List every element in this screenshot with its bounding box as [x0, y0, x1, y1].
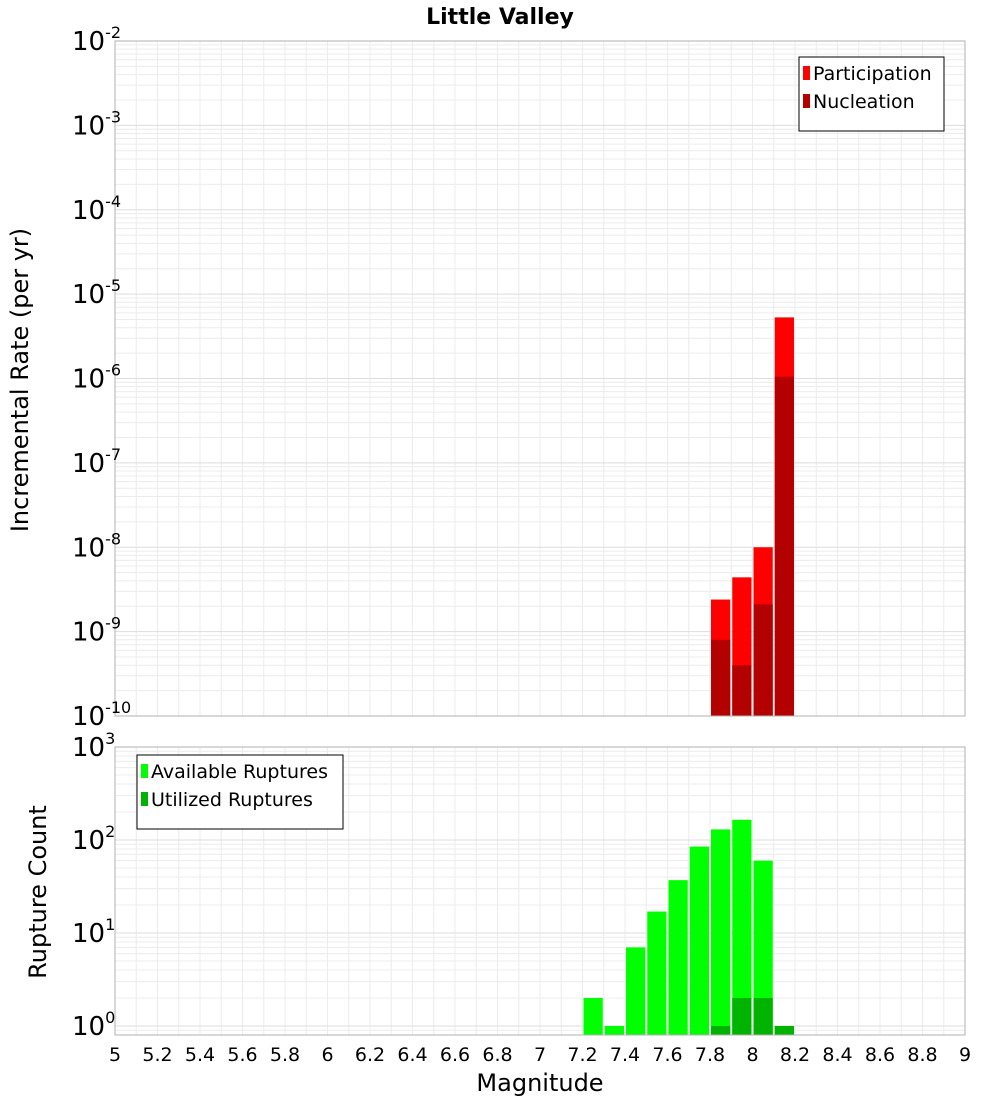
y-tick-label: 10-6	[72, 361, 121, 395]
y-tick-label: 10-9	[72, 614, 121, 648]
y-tick-label: 102	[72, 822, 115, 856]
y-tick-label: 10-5	[72, 276, 121, 310]
x-tick-label: 5.2	[142, 1044, 172, 1066]
legend-swatch	[803, 66, 810, 80]
x-tick-label: 6.4	[397, 1044, 427, 1066]
top-y-axis-label: Incremental Rate (per yr)	[6, 228, 34, 532]
bar	[626, 947, 646, 1035]
bottom-legend: Available Ruptures Utilized Ruptures	[136, 754, 344, 830]
legend-swatch	[141, 792, 148, 806]
bar	[604, 1025, 624, 1035]
y-tick-label: 10-2	[72, 23, 121, 57]
top-legend: Participation Nucleation	[798, 56, 945, 132]
x-tick-label: 8.8	[907, 1044, 937, 1066]
bottom-series-1	[711, 997, 794, 1035]
x-tick-label: 6.8	[482, 1044, 512, 1066]
legend-label: Available Ruptures	[151, 761, 328, 783]
y-tick-label: 103	[72, 729, 115, 763]
bar	[774, 1025, 794, 1035]
x-tick-label: 7.2	[567, 1044, 597, 1066]
x-tick-label: 9	[959, 1044, 971, 1066]
x-tick-label: 5	[109, 1044, 121, 1066]
bar	[668, 880, 688, 1035]
x-tick-label: 6.2	[355, 1044, 385, 1066]
bar	[774, 376, 794, 716]
bar	[711, 829, 731, 1035]
bottom-series-0	[583, 819, 794, 1035]
bar	[647, 911, 667, 1035]
top-series-1	[711, 376, 794, 716]
y-tick-label: 10-4	[72, 192, 121, 226]
x-tick-label: 6	[321, 1044, 333, 1066]
legend-swatch	[803, 94, 810, 108]
legend-label: Nucleation	[813, 91, 915, 113]
x-tick-label: 8.6	[865, 1044, 895, 1066]
bar	[732, 997, 752, 1035]
bar	[732, 819, 752, 1035]
y-tick-label: 100	[72, 1008, 115, 1042]
chart-title: Little Valley	[426, 5, 574, 30]
x-axis-label: Magnitude	[476, 1069, 603, 1097]
bar	[753, 860, 773, 1035]
y-tick-label: 10-3	[72, 107, 121, 141]
y-tick-label: 10-8	[72, 529, 121, 563]
legend-box	[798, 56, 945, 132]
bar	[753, 997, 773, 1035]
top-plot: 10-2 10-3 10-4 10-5 10-6 10-7 10-8 10-9 10-10 Par…	[72, 23, 966, 732]
legend-label: Participation	[813, 63, 932, 85]
bar	[689, 846, 709, 1035]
bar	[583, 997, 603, 1035]
y-tick-label: 10-10	[72, 698, 131, 732]
bar	[711, 1025, 731, 1035]
top-plot-frame	[114, 40, 966, 717]
y-tick-label: 10-7	[72, 445, 121, 479]
top-grid	[115, 41, 965, 716]
legend-label: Utilized Ruptures	[151, 789, 313, 811]
legend-box	[136, 754, 344, 830]
x-tick-label: 5.8	[270, 1044, 300, 1066]
x-tick-label: 6.6	[440, 1044, 470, 1066]
x-tick-label: 8.4	[822, 1044, 852, 1066]
x-tick-label: 7	[534, 1044, 546, 1066]
x-tick-label: 8.2	[780, 1044, 810, 1066]
bottom-y-axis-label: Rupture Count	[24, 805, 52, 979]
x-tick-label: 5.6	[227, 1044, 257, 1066]
bar	[732, 665, 752, 716]
legend-swatch	[141, 764, 148, 778]
x-tick-label: 7.6	[652, 1044, 682, 1066]
bar	[753, 604, 773, 716]
bottom-plot-frame	[114, 746, 966, 1036]
x-tick-label: 5.4	[185, 1044, 215, 1066]
bar	[711, 639, 731, 716]
x-tick-label: 7.8	[695, 1044, 725, 1066]
x-tick-label: 8	[746, 1044, 758, 1066]
x-tick-label: 7.4	[610, 1044, 640, 1066]
y-tick-label: 101	[72, 915, 115, 949]
